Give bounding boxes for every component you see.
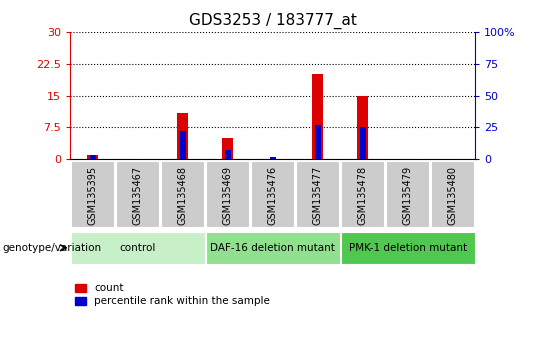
Text: GSM135469: GSM135469 — [222, 166, 233, 225]
Text: control: control — [119, 243, 156, 253]
Text: GSM135395: GSM135395 — [87, 166, 98, 225]
Legend: count, percentile rank within the sample: count, percentile rank within the sample — [76, 283, 270, 306]
FancyBboxPatch shape — [71, 232, 205, 264]
Text: GSM135467: GSM135467 — [133, 166, 143, 225]
Bar — [270, 158, 275, 159]
Text: DAF-16 deletion mutant: DAF-16 deletion mutant — [210, 243, 335, 253]
Text: GSM135468: GSM135468 — [178, 166, 188, 225]
Text: genotype/variation: genotype/variation — [3, 243, 102, 253]
FancyBboxPatch shape — [251, 161, 294, 227]
FancyBboxPatch shape — [206, 161, 249, 227]
Title: GDS3253 / 183777_at: GDS3253 / 183777_at — [189, 13, 356, 29]
Bar — [222, 138, 233, 159]
Text: GSM135478: GSM135478 — [357, 166, 368, 225]
FancyBboxPatch shape — [431, 161, 474, 227]
Bar — [87, 155, 98, 159]
Text: GSM135476: GSM135476 — [268, 166, 278, 225]
Bar — [180, 131, 186, 159]
Text: GSM135479: GSM135479 — [403, 166, 413, 225]
FancyBboxPatch shape — [341, 161, 384, 227]
FancyBboxPatch shape — [206, 232, 340, 264]
FancyBboxPatch shape — [71, 161, 114, 227]
Bar — [90, 155, 96, 159]
Bar — [312, 74, 323, 159]
Text: PMK-1 deletion mutant: PMK-1 deletion mutant — [349, 243, 467, 253]
Text: GSM135477: GSM135477 — [313, 166, 323, 225]
Text: GSM135480: GSM135480 — [448, 166, 458, 225]
Bar — [357, 96, 368, 159]
Bar — [315, 125, 321, 159]
FancyBboxPatch shape — [341, 232, 475, 264]
Bar — [225, 150, 231, 159]
Bar — [360, 127, 366, 159]
FancyBboxPatch shape — [296, 161, 339, 227]
FancyBboxPatch shape — [116, 161, 159, 227]
FancyBboxPatch shape — [161, 161, 204, 227]
Bar — [177, 113, 188, 159]
FancyBboxPatch shape — [386, 161, 429, 227]
